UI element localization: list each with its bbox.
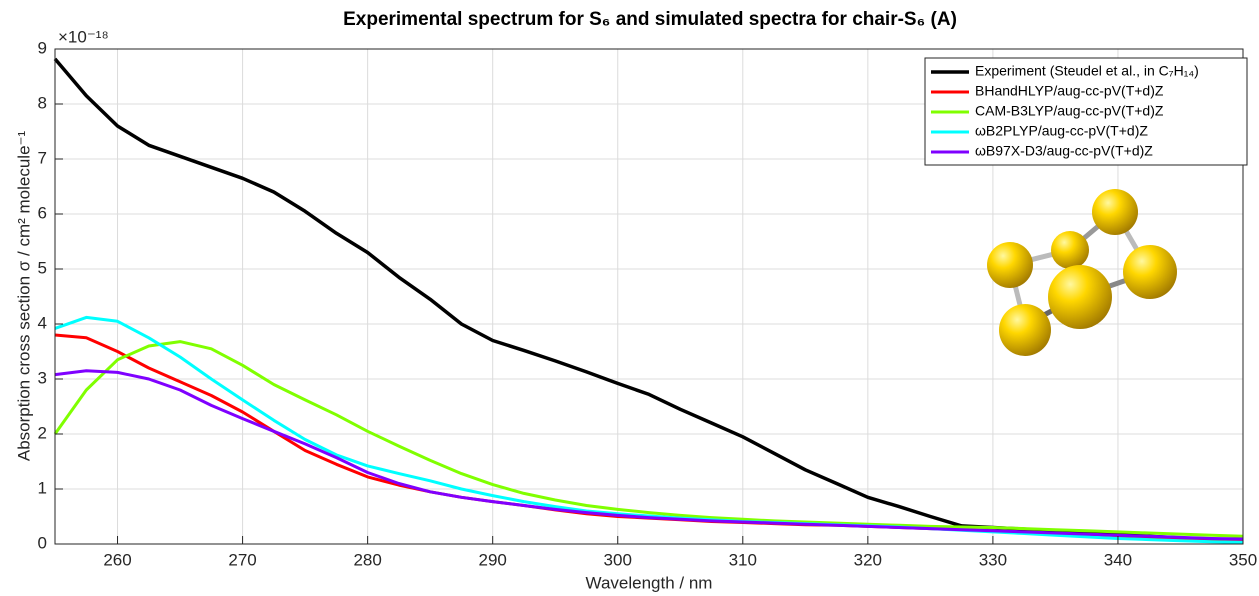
x-tick-label: 320 [854, 550, 882, 569]
x-tick-label: 290 [478, 550, 506, 569]
y-tick-label: 4 [38, 313, 47, 332]
y-tick-label: 1 [38, 478, 47, 497]
x-tick-label: 280 [353, 550, 381, 569]
x-tick-label: 310 [729, 550, 757, 569]
y-axis-label: Absorption cross section σ / cm² molecul… [14, 131, 33, 462]
y-tick-label: 2 [38, 423, 47, 442]
y-tick-label: 0 [38, 533, 47, 552]
chart-title: Experimental spectrum for S₆ and simulat… [343, 9, 957, 30]
legend-label: CAM-B3LYP/aug-cc-pV(T+d)Z [975, 103, 1164, 119]
legend-label: ωB97X-D3/aug-cc-pV(T+d)Z [975, 143, 1153, 159]
x-tick-label: 340 [1104, 550, 1132, 569]
y-multiplier: ×10⁻¹⁸ [58, 27, 109, 46]
x-tick-label: 350 [1229, 550, 1257, 569]
y-tick-label: 6 [38, 203, 47, 222]
chart: Experimental spectrum for S₆ and simulat… [0, 0, 1259, 596]
y-tick-label: 7 [38, 148, 47, 167]
x-tick-label: 270 [228, 550, 256, 569]
legend-label: ωB2PLYP/aug-cc-pV(T+d)Z [975, 123, 1148, 139]
legend-label: BHandHLYP/aug-cc-pV(T+d)Z [975, 83, 1164, 99]
x-tick-label: 300 [604, 550, 632, 569]
legend-label: Experiment (Steudel et al., in C₇H₁₄) [975, 63, 1199, 79]
y-tick-label: 8 [38, 93, 47, 112]
y-tick-label: 9 [38, 38, 47, 57]
x-axis-label: Wavelength / nm [586, 573, 713, 592]
y-tick-label: 3 [38, 368, 47, 387]
x-tick-label: 330 [979, 550, 1007, 569]
y-tick-label: 5 [38, 258, 47, 277]
x-tick-label: 260 [103, 550, 131, 569]
